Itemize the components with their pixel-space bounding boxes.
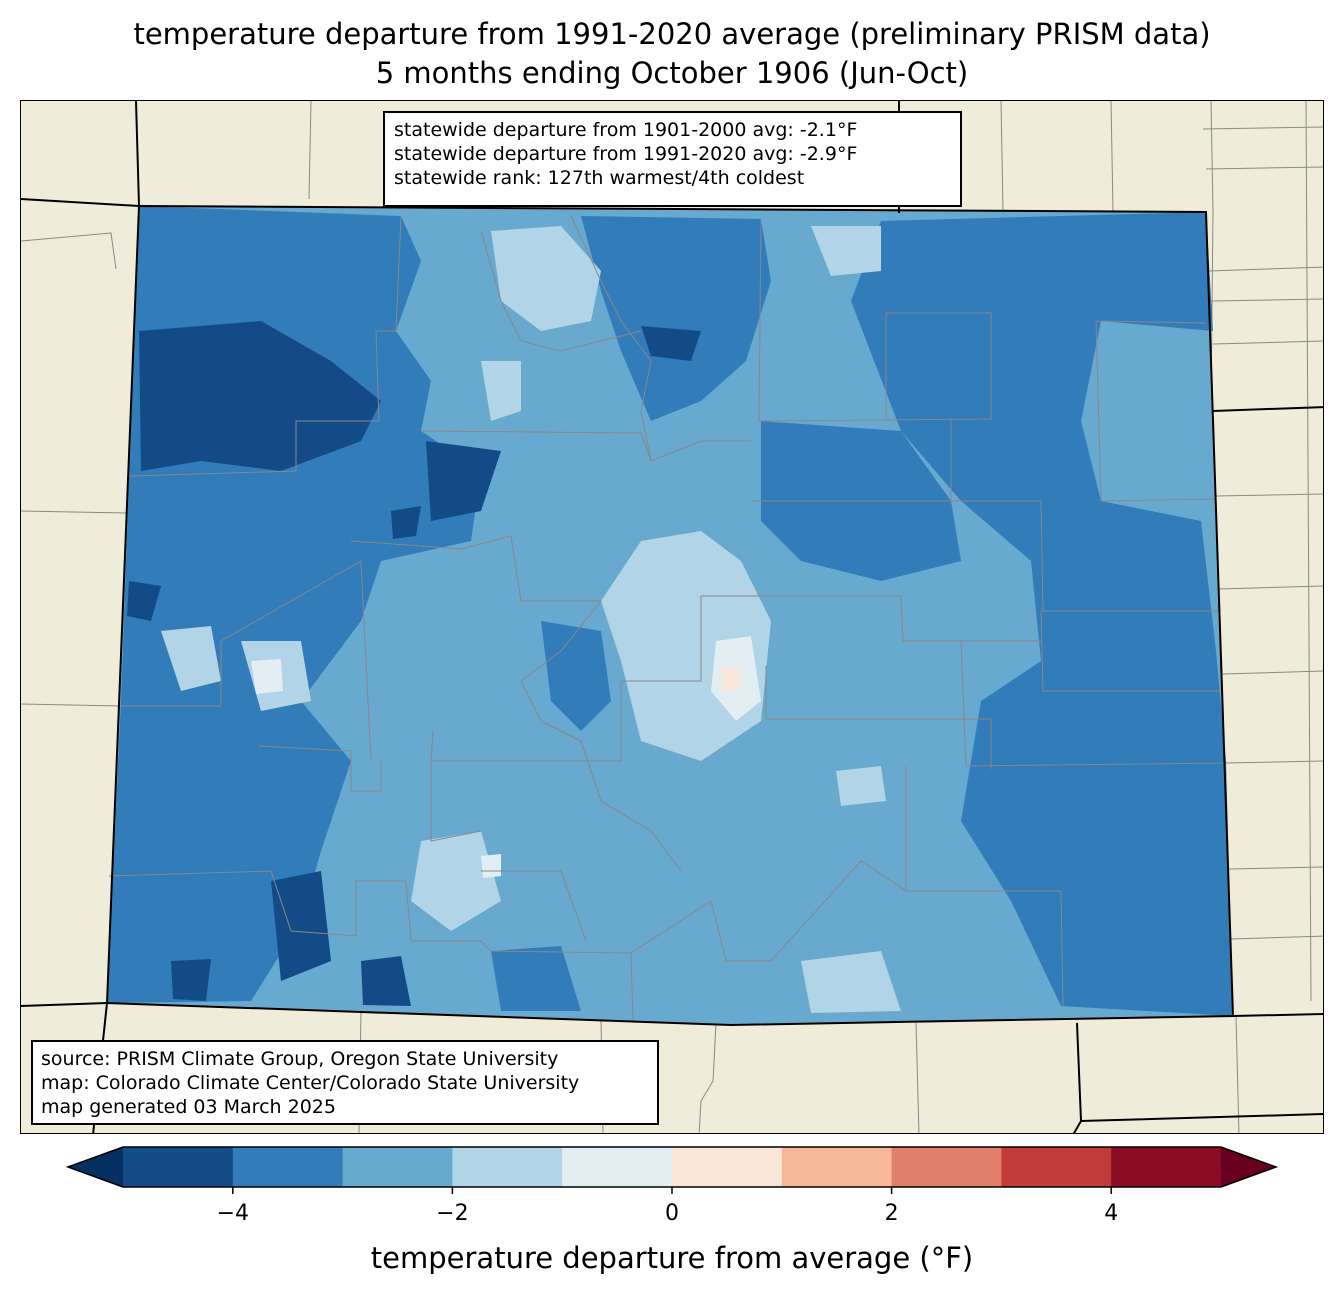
colorbar-over-arrow — [1221, 1147, 1276, 1187]
colorbar-tick-label: 0 — [665, 1201, 679, 1226]
source-box: source: PRISM Climate Group, Oregon Stat… — [31, 1040, 659, 1125]
colorbar-bin-7 — [891, 1147, 1002, 1187]
coldest-regions — [127, 321, 701, 1006]
stats-line3: statewide rank: 127th warmest/4th coldes… — [394, 167, 805, 189]
colorbar-bin-0 — [123, 1147, 234, 1187]
colorbar-bin-2 — [342, 1147, 453, 1187]
colorbar-bin-9 — [1111, 1147, 1222, 1187]
colorbar-outline — [65, 1146, 1279, 1188]
colorbar-svg — [65, 1146, 1279, 1194]
colorbar-bin-4 — [562, 1147, 673, 1187]
map-title-line2: 5 months ending October 1906 (Jun-Oct) — [375, 56, 969, 90]
colorbar-tick-label: 4 — [1104, 1201, 1119, 1226]
county-lines — [108, 215, 1227, 1022]
source-line3: map generated 03 March 2025 — [41, 1096, 336, 1118]
colorbar — [0, 1140, 1344, 1240]
colorbar-tick-label: −2 — [436, 1201, 469, 1226]
colorado-border — [105, 204, 1235, 1027]
colorbar-under-arrow — [68, 1147, 123, 1187]
map-frame — [20, 100, 1324, 1134]
colorbar-bin-8 — [1001, 1147, 1112, 1187]
map-title-line1: temperature departure from 1991-2020 ave… — [133, 17, 1211, 51]
source-line2: map: Colorado Climate Center/Colorado St… — [41, 1072, 580, 1094]
neighbor-county-lines — [21, 101, 1323, 1133]
colorbar-tick-label: −4 — [216, 1201, 250, 1226]
colorbar-bin-3 — [452, 1147, 563, 1187]
colorado-map — [21, 101, 1323, 1133]
colorbar-bin-1 — [232, 1147, 344, 1187]
stats-line2: statewide departure from 1991-2020 avg: … — [394, 143, 858, 165]
statewide-stats-box: statewide departure from 1901-2000 avg: … — [383, 111, 962, 207]
colorbar-bin-6 — [781, 1147, 893, 1187]
colorbar-tick-label: 2 — [884, 1201, 899, 1226]
stats-line1: statewide departure from 1901-2000 avg: … — [394, 119, 858, 141]
colorbar-bin-5 — [672, 1147, 783, 1187]
warm-spot — [721, 667, 741, 691]
colorbar-title: temperature departure from average (°F) — [370, 1241, 974, 1275]
source-line1: source: PRISM Climate Group, Oregon Stat… — [41, 1048, 559, 1070]
